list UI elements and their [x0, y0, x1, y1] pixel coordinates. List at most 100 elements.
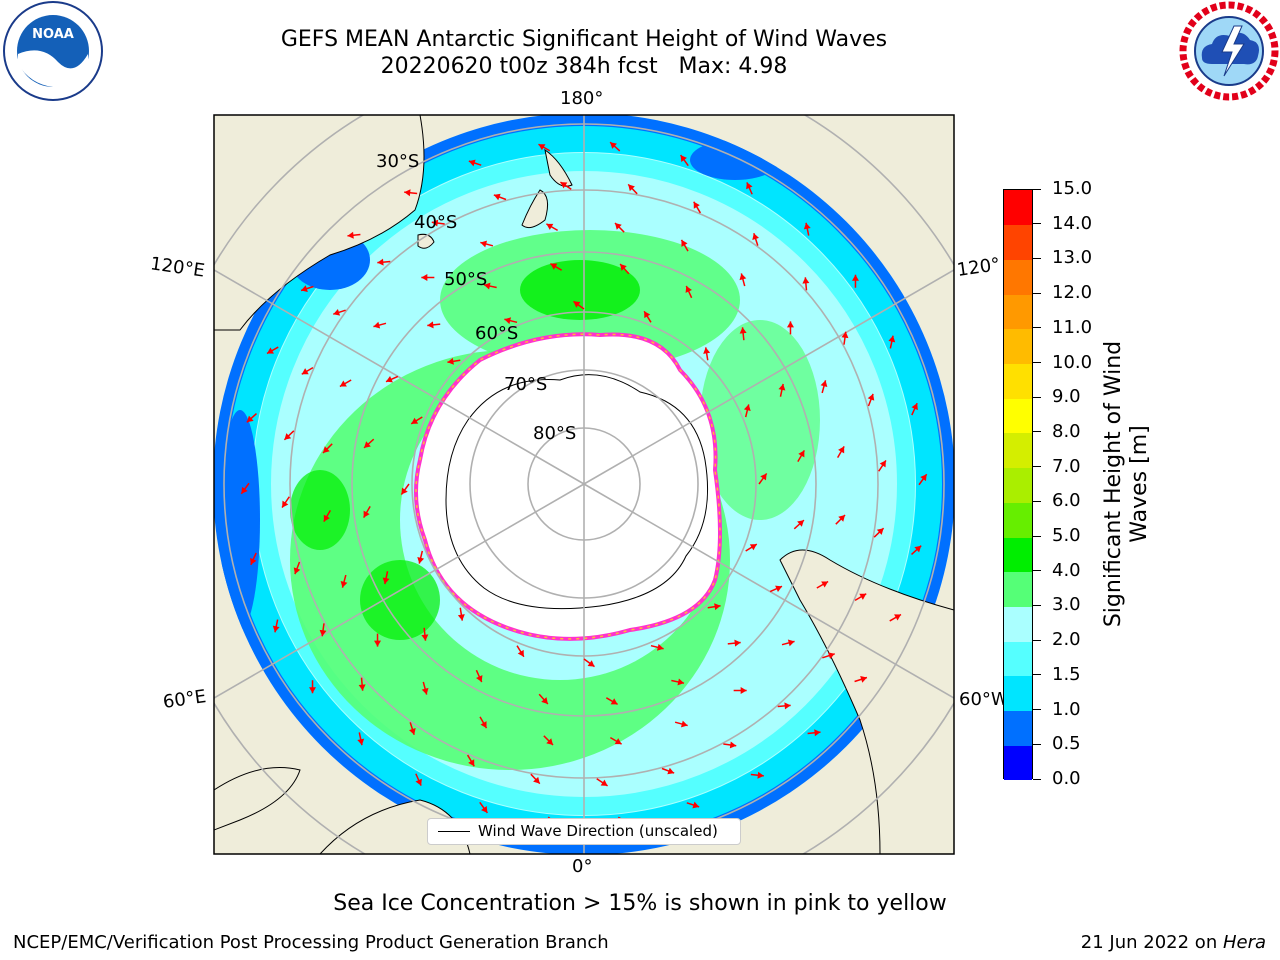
- wind-arrow-head: [340, 580, 348, 588]
- wind-arrow-head: [827, 652, 835, 659]
- wind-arrow-head: [685, 285, 692, 293]
- footer-machine: Hera: [1222, 932, 1266, 953]
- wind-arrow-head: [734, 639, 741, 647]
- wind-arrow-head: [363, 510, 370, 518]
- wind-arrow-head: [739, 273, 747, 281]
- wind-arrow-head: [573, 301, 581, 308]
- wind-arrow-head: [401, 487, 408, 495]
- colorbar-tick: [1033, 639, 1041, 641]
- wind-arrow-head: [468, 759, 475, 767]
- colorbar-tick: [1033, 674, 1041, 676]
- wind-arrow-head: [760, 473, 767, 481]
- wind-arrow-head: [802, 277, 810, 284]
- wind-arrow-head: [282, 500, 289, 508]
- colorbar-tick-label: 12.0: [1052, 282, 1093, 304]
- wind-arrow-head: [385, 376, 393, 383]
- wind-arrow-head: [743, 404, 751, 412]
- colorbar-segment: [1004, 363, 1032, 399]
- colorbar-tick-label: 5.0: [1052, 525, 1081, 547]
- colorbar-tick: [1033, 362, 1041, 364]
- colorbar-segment: [1004, 606, 1032, 642]
- colorbar-tick: [1033, 292, 1041, 294]
- colorbar-segment: [1004, 328, 1032, 365]
- wind-arrow-head: [333, 309, 341, 316]
- wind-arrow-head: [468, 159, 476, 167]
- wind-arrow-head: [820, 380, 828, 388]
- wind-arrow-head: [241, 486, 248, 494]
- wind-arrow-head: [798, 450, 805, 458]
- wind-arrow-head: [427, 321, 434, 329]
- wind-arrow-head: [309, 687, 317, 694]
- colorbar-tick: [1033, 743, 1041, 745]
- wind-arrow-head: [677, 678, 685, 686]
- chart-title: GEFS MEAN Antarctic Significant Height o…: [280, 27, 888, 52]
- wind-arrow-head: [692, 801, 700, 809]
- wind-arrow-head: [481, 805, 488, 813]
- wind-arrow-head: [656, 643, 664, 651]
- colorbar-tick-label: 0.0: [1052, 768, 1081, 789]
- wind-arrow-head: [480, 721, 487, 729]
- colorbar-tick-label: 1.5: [1052, 663, 1081, 685]
- colorbar-segment: [1004, 571, 1032, 607]
- wind-arrow-head: [860, 676, 867, 683]
- wind-arrow-head: [851, 274, 859, 281]
- legend-line-swatch: [438, 831, 470, 832]
- colorbar-tick: [1033, 188, 1041, 190]
- legend: Wind Wave Direction (unscaled): [427, 818, 741, 845]
- wind-arrow-head: [517, 649, 524, 657]
- wind-arrow-head: [339, 380, 347, 387]
- colorbar-tick-label: 6.0: [1052, 490, 1081, 512]
- wind-arrow-head: [681, 239, 688, 247]
- lat-label-40s: 40°S: [414, 212, 458, 233]
- wind-arrow-head: [541, 697, 548, 704]
- map-frame: [213, 114, 955, 855]
- wind-arrow-head: [476, 675, 483, 683]
- wind-arrow-head: [803, 222, 811, 230]
- colorbar-tick-label: 14.0: [1052, 212, 1093, 234]
- wind-arrow-head: [323, 514, 330, 522]
- colorbar-tick-label: 13.0: [1052, 247, 1093, 269]
- wind-arrow-head: [680, 155, 687, 163]
- colorbar-segment: [1004, 675, 1032, 712]
- colorbar-tick-label: 4.0: [1052, 559, 1081, 581]
- colorbar-segment: [1004, 745, 1032, 781]
- wind-arrow-head: [550, 263, 558, 270]
- wind-arrow-head: [644, 311, 651, 319]
- colorbar-tick-label: 8.0: [1052, 420, 1081, 442]
- wind-arrow-head: [284, 433, 292, 440]
- nws-logo-icon: [1179, 1, 1279, 101]
- wind-arrow-head: [493, 193, 501, 201]
- colorbar-tick-label: 0.5: [1052, 733, 1081, 755]
- wind-arrow-head: [787, 639, 795, 647]
- lat-label-60s: 60°S: [475, 323, 519, 344]
- colorbar-tick: [1033, 570, 1041, 572]
- colorbar-tick-label: 15.0: [1052, 178, 1093, 199]
- colorbar-tick: [1033, 778, 1041, 780]
- colorbar-segment: [1004, 537, 1032, 573]
- wind-arrow-head: [628, 184, 635, 192]
- wind-arrow-head: [784, 702, 791, 710]
- noaa-logo-text: NOAA: [32, 27, 74, 42]
- wind-arrow-head: [480, 240, 488, 248]
- wind-arrow-head: [911, 403, 918, 411]
- wind-arrow-head: [888, 335, 896, 343]
- wind-arrow-head: [786, 321, 794, 328]
- colorbar-tick-label: 11.0: [1052, 316, 1093, 338]
- wind-arrow-head: [483, 282, 491, 290]
- wind-arrow-head: [415, 778, 422, 786]
- wind-arrow-head: [272, 625, 280, 633]
- wind-arrow-head: [614, 738, 622, 745]
- wind-arrow-head: [614, 222, 622, 230]
- chart-subtitle: 20220620 t00z 384h fcst Max: 4.98: [380, 54, 788, 79]
- wind-arrow-head: [814, 729, 821, 737]
- footer-date-text: 21 Jun 2022 on: [1080, 932, 1223, 953]
- wind-arrow-head: [504, 317, 512, 325]
- wind-arrow-head: [319, 629, 327, 637]
- colorbar-tick-label: 10.0: [1052, 351, 1093, 373]
- colorbar-tick-label: 3.0: [1052, 594, 1081, 616]
- wind-arrow-head: [876, 528, 884, 535]
- noaa-logo-icon: NOAA: [3, 1, 103, 101]
- colorbar-tick: [1033, 396, 1041, 398]
- colorbar-tick: [1033, 257, 1041, 259]
- wind-arrow-head: [841, 331, 849, 339]
